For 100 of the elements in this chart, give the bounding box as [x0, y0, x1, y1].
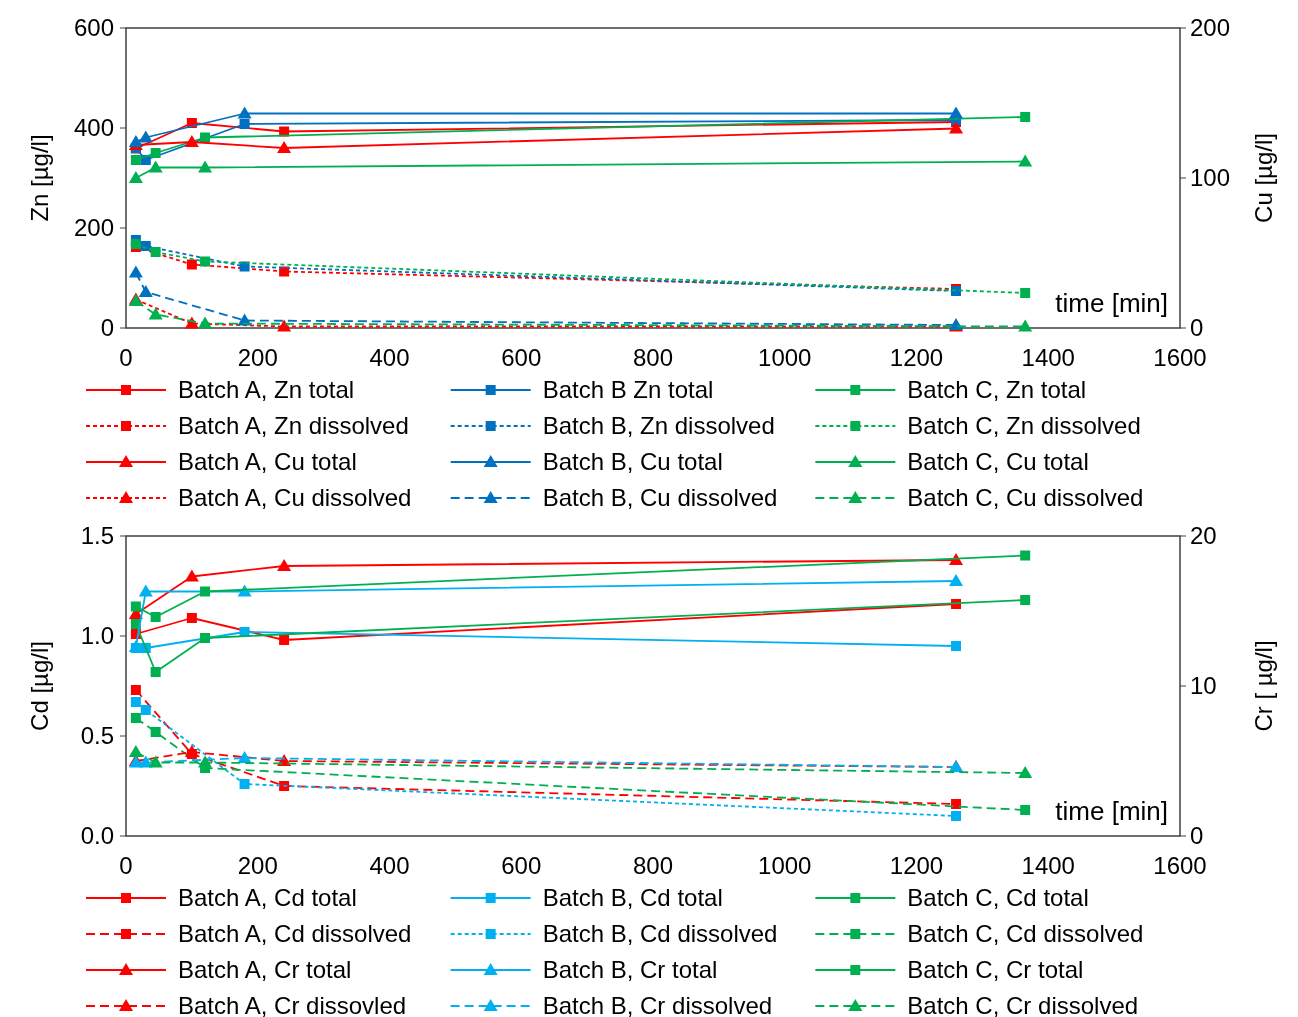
x-tick-label: 1000 [758, 852, 812, 879]
y-tick-label: 0 [100, 314, 114, 342]
x-tick-label: 1400 [1021, 344, 1075, 371]
point [1020, 805, 1031, 815]
legend-label: Batch C, Zn dissolved [907, 412, 1141, 440]
point [150, 667, 161, 677]
point [150, 247, 161, 257]
legend-label: Batch B Zn total [542, 376, 714, 404]
point [148, 755, 163, 768]
legend-label: Batch C, Cu total [907, 448, 1089, 476]
point [1020, 288, 1031, 298]
x-tick-label: 800 [632, 852, 674, 879]
point [130, 155, 141, 165]
x-tick-label: 200 [237, 852, 278, 879]
x-tick-label: 1000 [758, 344, 812, 371]
point [184, 745, 199, 757]
y-tick-label: 400 [73, 114, 114, 142]
point [198, 160, 213, 173]
legend-label: Batch A, Cu total [178, 448, 357, 476]
legend-label: Batch B, Zn dissolved [542, 412, 775, 440]
legend-label: Batch B, Cd total [542, 884, 723, 912]
x-tick-label: 1600 [1153, 852, 1207, 879]
legend-label: Batch A, Cd dissolved [178, 920, 412, 948]
point [148, 307, 163, 320]
point [279, 635, 290, 645]
legend-label: Batch C, Zn total [907, 376, 1087, 404]
legend-label: Batch C, Cr total [907, 956, 1084, 984]
legend-label: Batch C, Cr dissolved [907, 992, 1139, 1017]
point [239, 119, 250, 129]
point [130, 697, 141, 707]
y2-tick-label: 10 [1190, 672, 1217, 700]
point [148, 160, 163, 173]
point [138, 584, 153, 597]
point [128, 171, 143, 183]
legend-label: Batch A, Zn dissolved [178, 412, 409, 440]
legend-label: Batch B, Cr total [542, 956, 718, 984]
point [1020, 112, 1031, 122]
x-tick-label: 0 [119, 344, 133, 371]
y-tick-label: 600 [73, 14, 114, 42]
legend-label: Batch A, Cd total [178, 884, 357, 912]
point [949, 553, 964, 565]
point [200, 586, 211, 597]
point [130, 685, 141, 695]
legend-label: Batch C, Cd total [907, 884, 1089, 912]
y2-tick-label: 100 [1190, 164, 1231, 192]
point [1020, 550, 1031, 561]
y-tick-label: 200 [73, 214, 114, 242]
point [951, 799, 962, 809]
x-tick-label: 1400 [1021, 852, 1075, 879]
legend-label: Batch B, Cd dissolved [542, 920, 778, 948]
point [200, 633, 211, 643]
point [951, 811, 962, 821]
x-tick-label: 400 [369, 344, 410, 371]
point [951, 641, 962, 651]
y2-axis-title: Cr [ µg/l] [1250, 640, 1277, 732]
point [150, 148, 161, 158]
y2-axis-title: Cu [µg/l] [1250, 133, 1277, 223]
point [184, 135, 199, 147]
x-tick-label: 1600 [1153, 344, 1207, 371]
point [1020, 595, 1031, 605]
y-tick-label: 0.0 [80, 822, 114, 850]
legend-label: Batch A, Cr dissovled [178, 992, 407, 1017]
point [1018, 766, 1033, 778]
point [279, 781, 290, 791]
point [186, 613, 197, 623]
point [150, 727, 161, 737]
x-tick-label: 200 [237, 344, 278, 371]
x-tick-label: 1200 [889, 852, 944, 879]
legend-label: Batch A, Zn total [178, 376, 355, 404]
x-axis-title: time [min] [1055, 288, 1168, 318]
point [277, 559, 292, 571]
x-tick-label: 1200 [889, 344, 944, 371]
point [130, 601, 141, 612]
legend-label: Batch B, Cu dissolved [542, 484, 778, 512]
point [198, 316, 213, 329]
point [277, 319, 292, 332]
point [150, 612, 161, 622]
point [237, 106, 252, 119]
y-tick-label: 1.5 [80, 522, 114, 550]
point [1018, 154, 1033, 167]
y-axis-title: Zn [µg/l] [26, 134, 53, 222]
legend-label: Batch B, Cu total [542, 448, 723, 476]
x-tick-label: 800 [632, 344, 674, 371]
point [128, 745, 143, 757]
point [198, 755, 213, 768]
point [186, 259, 197, 270]
point [138, 130, 153, 143]
y2-tick-label: 0 [1190, 314, 1204, 342]
y-tick-label: 1.0 [80, 622, 114, 650]
y-axis-title: Cd [µg/l] [26, 641, 53, 731]
legend-label: Batch B, Cr dissolved [542, 992, 773, 1017]
point [277, 141, 292, 153]
point [184, 569, 199, 582]
x-tick-label: 400 [369, 852, 410, 879]
legend-label: Batch A, Cr total [178, 956, 352, 984]
point [140, 241, 151, 251]
y-tick-label: 0.5 [80, 722, 114, 750]
y2-tick-label: 0 [1190, 822, 1204, 850]
y2-tick-label: 200 [1190, 14, 1231, 42]
x-tick-label: 600 [501, 852, 542, 879]
